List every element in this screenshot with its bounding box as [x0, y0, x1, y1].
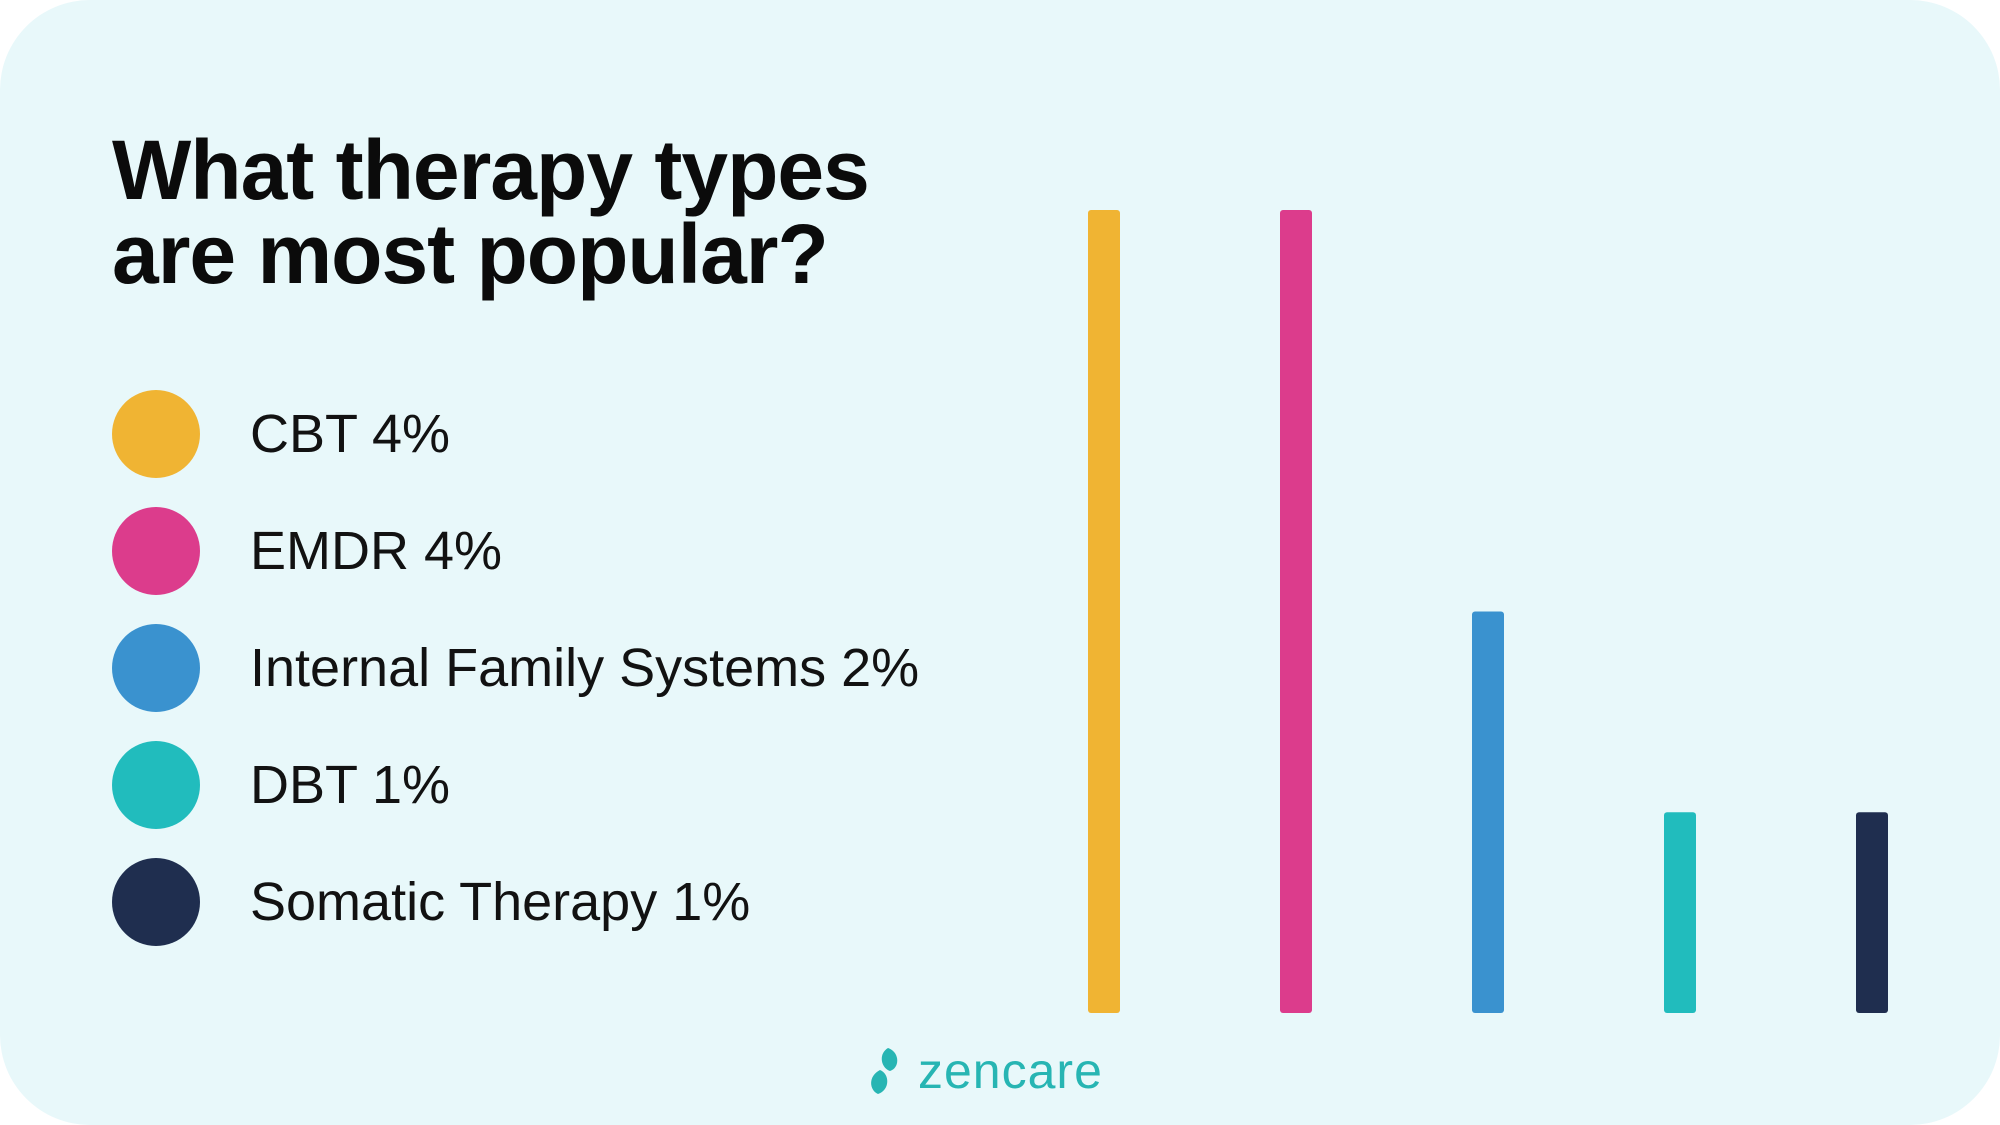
chart-title-line-1: What therapy types: [112, 123, 870, 217]
bar-emdr: [1280, 210, 1312, 1013]
legend-label-cbt: CBT 4%: [250, 404, 451, 464]
legend-item-somatic-therapy: Somatic Therapy 1%: [112, 858, 919, 946]
bar-somatic-therapy: [1856, 812, 1888, 1013]
legend-item-cbt: CBT 4%: [112, 390, 919, 478]
bar-internal-family-systems: [1472, 611, 1504, 1013]
legend-swatch-dbt: [112, 741, 200, 829]
legend-swatch-somatic-therapy: [112, 858, 200, 946]
bar-cbt: [1088, 210, 1120, 1013]
legend-swatch-emdr: [112, 507, 200, 595]
chart-title: What therapy types are most popular?: [112, 128, 1012, 296]
leaf-logo-icon: [871, 1048, 898, 1094]
legend-item-internal-family-systems: Internal Family Systems 2%: [112, 624, 919, 712]
brand-logo: zencare: [866, 1046, 1103, 1096]
legend-label-somatic-therapy: Somatic Therapy 1%: [250, 872, 751, 932]
legend-swatch-cbt: [112, 390, 200, 478]
legend-item-emdr: EMDR 4%: [112, 507, 919, 595]
brand-name: zencare: [918, 1043, 1103, 1099]
legend: CBT 4% EMDR 4% Internal Family Systems 2…: [112, 390, 919, 975]
bar-dbt: [1664, 812, 1696, 1013]
legend-swatch-internal-family-systems: [112, 624, 200, 712]
legend-label-internal-family-systems: Internal Family Systems 2%: [250, 638, 920, 698]
legend-label-dbt: DBT 1%: [250, 755, 451, 815]
chart-title-line-2: are most popular?: [112, 207, 829, 301]
legend-item-dbt: DBT 1%: [112, 741, 919, 829]
legend-label-emdr: EMDR 4%: [250, 521, 503, 581]
